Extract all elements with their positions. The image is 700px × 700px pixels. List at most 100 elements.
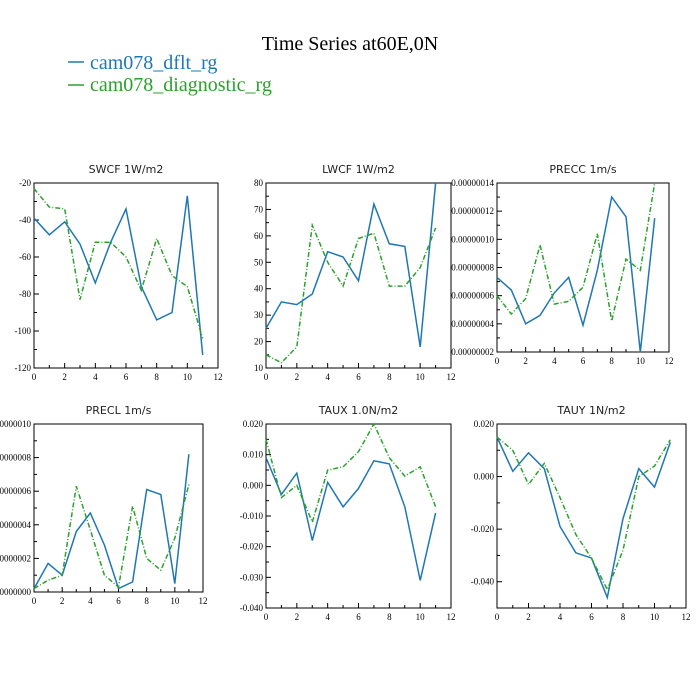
x-tick-label: 0 <box>32 596 37 606</box>
x-tick-label: 4 <box>325 372 330 382</box>
x-tick-label: 2 <box>62 372 67 382</box>
x-tick-label: 8 <box>387 612 392 622</box>
y-tick-label: -20 <box>19 178 31 188</box>
y-tick-label: -40 <box>19 215 31 225</box>
y-tick-label: 0.00000002 <box>451 347 494 357</box>
x-tick-label: 2 <box>295 612 300 622</box>
x-tick-label: 12 <box>447 372 456 382</box>
y-tick-label: -0.040 <box>240 603 264 613</box>
x-tick-label: 8 <box>154 372 159 382</box>
series-line-dflt <box>33 454 190 590</box>
series-line-dflt <box>496 195 656 353</box>
panel-5: TAUX 1.0N/m2 0 2 4 6 8 10 12 -0.040 -0.030 -0.020 -… <box>240 404 456 622</box>
x-tick-label: 4 <box>325 612 330 622</box>
y-tick-label: 50 <box>254 257 264 267</box>
y-tick-label: -80 <box>19 289 31 299</box>
x-tick-label: 6 <box>356 372 361 382</box>
x-tick-label: 6 <box>356 612 361 622</box>
x-tick-label: 0 <box>264 612 269 622</box>
y-tick-label: 10 <box>254 363 264 373</box>
panel-2: LWCF 1W/m2 0 2 4 6 8 10 12 10 20 30 40 50 60 70 80 <box>254 163 456 382</box>
x-tick-label: 10 <box>170 596 180 606</box>
x-tick-label: 8 <box>144 596 149 606</box>
x-tick-label: 6 <box>116 596 121 606</box>
x-tick-label: 8 <box>609 356 614 366</box>
x-tick-label: 2 <box>526 612 531 622</box>
y-tick-label: 0.000000010 <box>0 419 32 429</box>
x-tick-label: 2 <box>523 356 528 366</box>
y-tick-label: 0.010 <box>243 450 264 460</box>
y-tick-label: 0.000 <box>474 472 495 482</box>
x-tick-label: 8 <box>387 372 392 382</box>
y-tick-label: 0.00000010 <box>451 234 494 244</box>
y-tick-label: -0.010 <box>240 511 264 521</box>
panel-title: SWCF 1W/m2 <box>89 163 164 176</box>
panel-title: PRECC 1m/s <box>549 163 617 176</box>
series-line-diagnostic <box>33 188 204 339</box>
panel-title: TAUX 1.0N/m2 <box>318 404 399 417</box>
y-tick-label: 30 <box>254 310 264 320</box>
panel-1: SWCF 1W/m2 0 2 4 6 8 10 12 -120 -100 -80 -60 -40 -20 <box>15 163 223 382</box>
panel-title: LWCF 1W/m2 <box>322 163 395 176</box>
y-tick-label: -0.020 <box>240 542 264 552</box>
y-tick-label: 0.00000014 <box>451 178 494 188</box>
y-tick-label: 0.000000006 <box>0 486 32 496</box>
y-tick-label: 0.00000006 <box>451 291 494 301</box>
x-tick-label: 4 <box>93 372 98 382</box>
x-tick-label: 10 <box>636 356 646 366</box>
series-line-diagnostic <box>33 484 190 590</box>
x-tick-label: 6 <box>124 372 129 382</box>
panel-title: PRECL 1m/s <box>86 404 152 417</box>
plot-frame <box>33 423 204 593</box>
x-tick-label: 4 <box>552 356 557 366</box>
x-tick-label: 8 <box>621 612 626 622</box>
series-line-dflt <box>496 436 672 601</box>
figure-title: Time Series at60E,0N <box>262 33 438 55</box>
y-tick-label: 70 <box>254 204 264 214</box>
y-tick-label: -60 <box>19 252 31 262</box>
y-tick-label: 0.00000012 <box>451 206 494 216</box>
series-line-diagnostic <box>265 222 437 364</box>
x-tick-label: 0 <box>495 356 500 366</box>
panel-title: TAUY 1N/m2 <box>556 404 625 417</box>
x-tick-label: 4 <box>558 612 563 622</box>
y-tick-label: 0.000 <box>243 480 264 490</box>
y-tick-label: 0.020 <box>243 419 264 429</box>
x-tick-label: 12 <box>665 356 674 366</box>
x-tick-label: 6 <box>589 612 594 622</box>
y-tick-label: -100 <box>15 326 32 336</box>
x-tick-label: 12 <box>214 372 223 382</box>
x-tick-label: 4 <box>88 596 93 606</box>
x-tick-label: 6 <box>581 356 586 366</box>
x-tick-label: 10 <box>650 612 660 622</box>
x-tick-label: 10 <box>416 612 426 622</box>
panel-3: PRECC 1m/s 0 2 4 6 8 10 12 0.00000002 0.00000004 0… <box>451 163 673 366</box>
y-tick-label: 60 <box>254 231 264 241</box>
y-tick-label: 0.00000004 <box>451 319 494 329</box>
x-tick-label: 12 <box>447 612 456 622</box>
series-line-diagnostic <box>496 182 656 322</box>
plot-frame <box>496 423 687 609</box>
legend: cam078_dflt_rg cam078_diagnostic_rg <box>68 52 272 96</box>
x-tick-label: 0 <box>495 612 500 622</box>
series-line-diagnostic <box>265 422 437 525</box>
x-tick-label: 10 <box>416 372 426 382</box>
y-tick-label: 0.000000004 <box>0 520 32 530</box>
y-tick-label: 40 <box>254 284 264 294</box>
series-line-dflt <box>265 182 437 348</box>
legend-label-diagnostic: cam078_diagnostic_rg <box>90 74 272 96</box>
y-tick-label: 0.00000008 <box>451 263 494 273</box>
x-tick-label: 12 <box>199 596 208 606</box>
y-tick-label: -0.030 <box>240 572 264 582</box>
x-tick-label: 2 <box>295 372 300 382</box>
y-tick-label: 0.020 <box>474 419 495 429</box>
panel-6: TAUY 1N/m2 0 2 4 6 8 10 12 -0.040 -0.020 0.000 0.02… <box>471 404 691 622</box>
x-tick-label: 2 <box>60 596 65 606</box>
y-tick-label: 20 <box>254 337 264 347</box>
series-line-dflt <box>265 457 437 581</box>
y-tick-label: -0.020 <box>471 524 495 534</box>
series-line-dflt <box>33 195 204 356</box>
